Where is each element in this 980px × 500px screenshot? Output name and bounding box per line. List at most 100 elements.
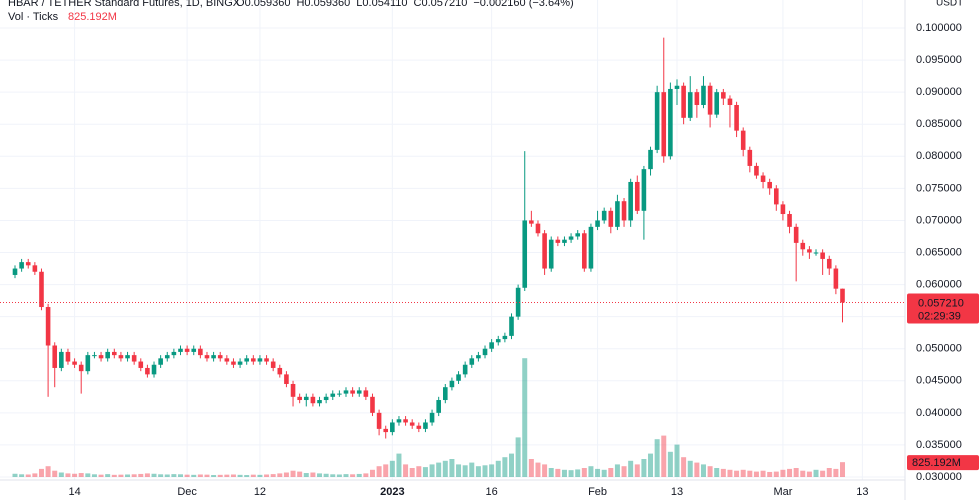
candle-body — [621, 201, 627, 221]
volume-bar — [416, 466, 422, 477]
candle-body — [303, 396, 309, 401]
volume-value: 825.192M — [68, 11, 117, 23]
volume-bar — [515, 437, 521, 477]
candle-body — [105, 351, 110, 359]
volume-bar — [767, 471, 773, 477]
y-tick-label: 0.095000 — [916, 54, 962, 66]
x-tick-label: Mar — [773, 486, 792, 498]
candle-body — [628, 181, 633, 221]
volume-bar — [740, 469, 746, 477]
volume-bar — [270, 474, 276, 477]
candle-body — [217, 355, 223, 359]
candle-body — [462, 364, 468, 375]
volume-bar — [581, 468, 587, 477]
volume-bar — [78, 473, 84, 477]
candle-body — [12, 268, 18, 275]
y-tick-label: 0.090000 — [916, 86, 962, 98]
volume-bar — [714, 468, 720, 477]
candle-body — [575, 233, 580, 237]
candle-body — [396, 419, 402, 423]
volume-bar — [555, 468, 561, 477]
volume-bar — [184, 474, 190, 477]
candle-body — [323, 396, 329, 401]
volume-bar — [98, 474, 104, 477]
volume-bar — [244, 475, 250, 477]
x-tick-label: 13 — [856, 486, 868, 498]
volume-bar — [449, 459, 455, 477]
volume-bar — [217, 474, 223, 477]
x-tick-label: Dec — [177, 486, 197, 498]
candle-body — [370, 396, 375, 413]
volume-bar — [191, 474, 197, 477]
candle-body — [747, 149, 753, 166]
x-tick-label: Feb — [588, 486, 607, 498]
candle-body — [449, 380, 455, 388]
volume-bar — [595, 468, 601, 477]
volume-bar — [780, 469, 786, 477]
volume-bar — [369, 469, 375, 477]
candle-body — [820, 252, 825, 259]
volume-bar — [383, 464, 389, 477]
volume-bar — [489, 464, 495, 477]
candle-body — [78, 364, 84, 372]
candle-body — [522, 220, 528, 288]
volume-bar — [204, 474, 210, 477]
volume-bar — [32, 473, 38, 477]
volume-bar — [813, 469, 819, 477]
candle-body — [608, 210, 614, 227]
candle-body — [350, 390, 355, 394]
ohlc-value: 0.059360 — [245, 0, 291, 9]
candle-body — [807, 249, 812, 253]
volume-bar — [409, 468, 415, 477]
candle-body — [118, 355, 124, 359]
volume-bar — [462, 465, 468, 477]
volume-bar — [317, 473, 323, 477]
volume-bar — [105, 474, 111, 477]
volume-bar — [621, 466, 627, 477]
volume-bar — [734, 470, 740, 477]
candle-body — [774, 188, 779, 205]
price-change: −0.002160 (−3.64%) — [473, 0, 573, 9]
volume-bar — [522, 358, 528, 477]
volume-bar — [422, 467, 428, 477]
y-tick-label: 0.040000 — [916, 407, 962, 419]
candle-body — [595, 220, 600, 227]
volume-bar — [363, 473, 369, 477]
candle-body — [588, 226, 594, 269]
volume-bar — [727, 469, 733, 477]
candle-body — [694, 92, 700, 105]
candle-body — [317, 400, 322, 404]
candle-body — [297, 396, 302, 401]
volume-bar — [118, 474, 124, 477]
volume-bar — [264, 474, 270, 477]
volume-bar — [747, 470, 753, 477]
candle-body — [535, 223, 541, 234]
volume-bar — [542, 464, 548, 477]
volume-bar — [257, 474, 263, 477]
x-tick-label: 13 — [671, 486, 683, 498]
last-price-box — [907, 293, 979, 324]
volume-bar — [588, 466, 594, 477]
candle-body — [469, 358, 475, 365]
candle-body — [681, 85, 686, 118]
volume-bar — [793, 468, 799, 477]
candle-body — [687, 92, 693, 118]
candle-body — [198, 348, 203, 356]
volume-bar — [568, 470, 574, 477]
volume-bar — [290, 470, 296, 477]
candle-body — [701, 85, 706, 105]
candle-body — [826, 258, 832, 269]
candle-body — [548, 239, 554, 269]
candle-body — [634, 181, 640, 211]
candle-body — [509, 316, 514, 336]
candle-body — [495, 339, 501, 343]
candle-body — [721, 92, 726, 99]
candle-body — [436, 400, 441, 413]
candle-body — [356, 390, 362, 394]
volume-bar — [25, 474, 31, 477]
volume-bar — [667, 451, 673, 477]
y-tick-label: 0.045000 — [916, 375, 962, 387]
candle-body — [562, 239, 567, 243]
candle-body — [615, 201, 620, 227]
